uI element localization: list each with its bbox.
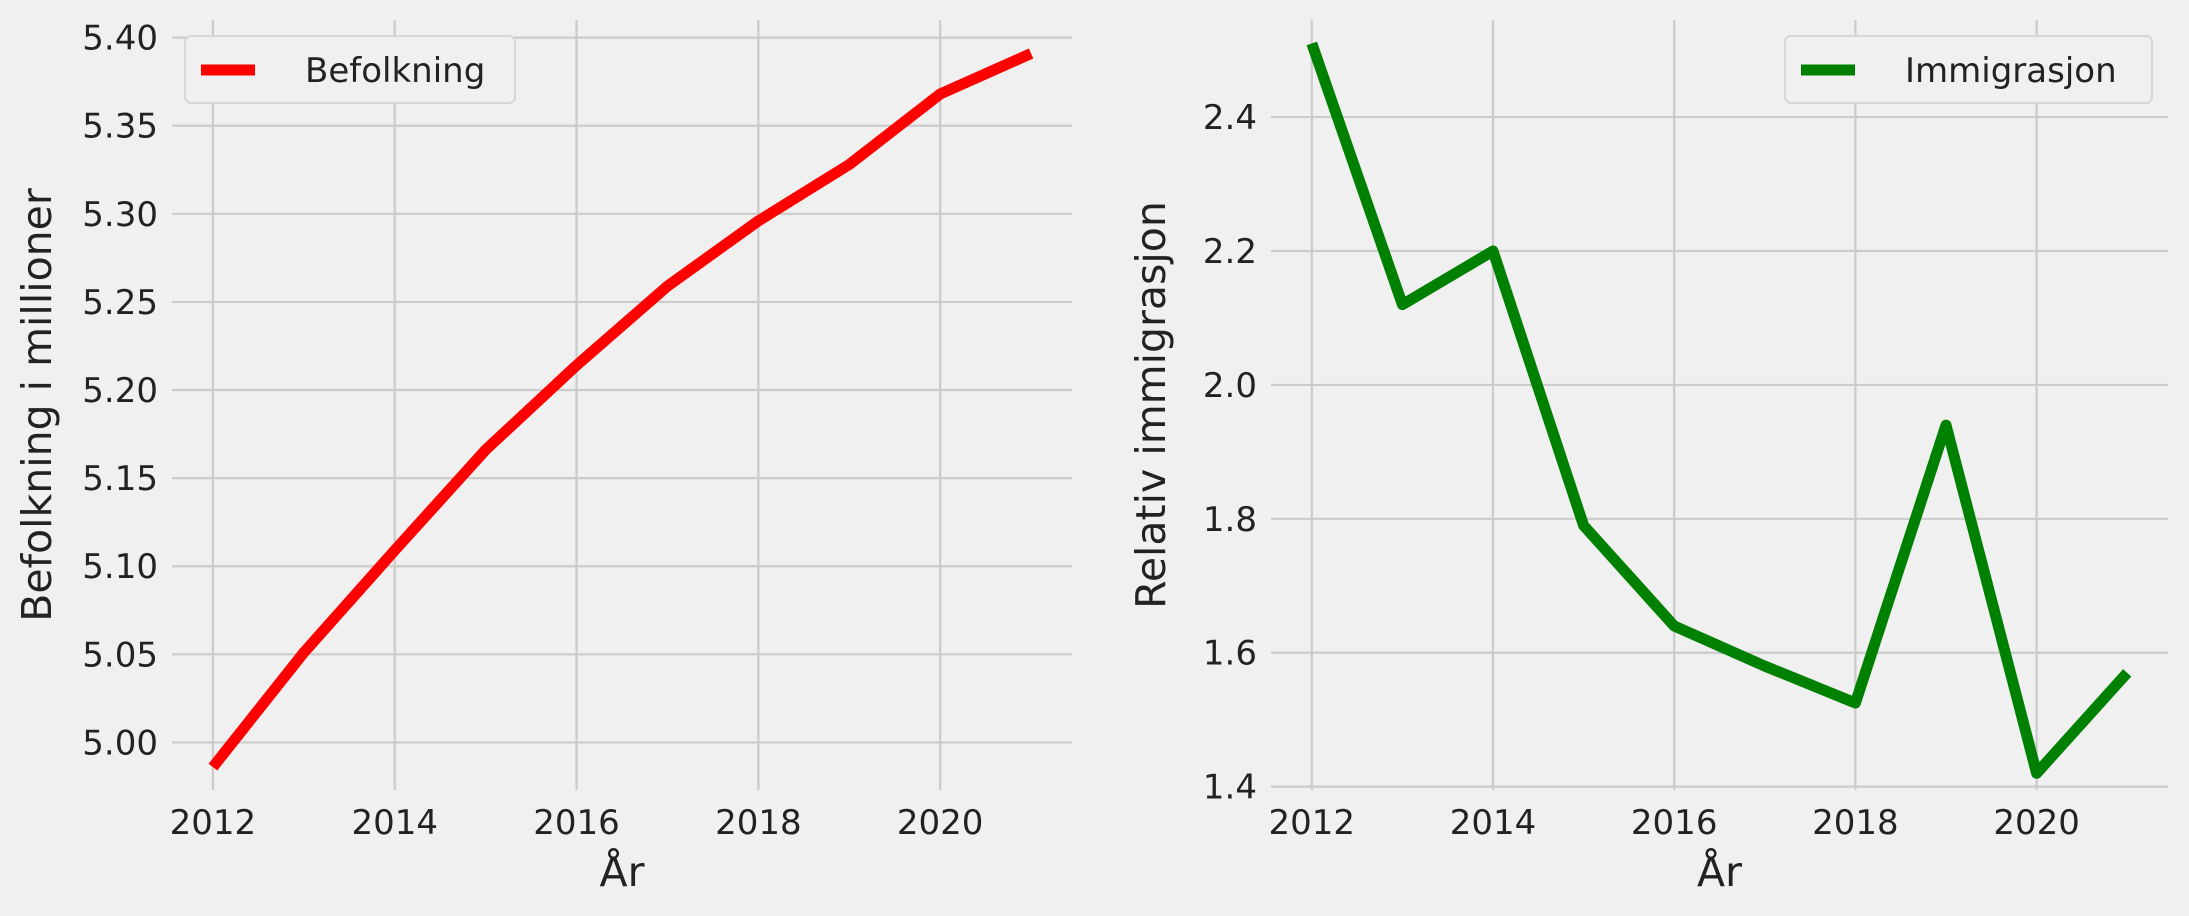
- x-axis-label: År: [600, 848, 645, 896]
- chart-immigration: 2012 2014 2016 2018 2020 1.4 1.6 1.8 2.0 2.2 2.4 År…: [1127, 20, 2168, 896]
- x-tick-label: 2018: [715, 803, 802, 843]
- legend-box: [184, 35, 516, 104]
- y-tick-label: 5.10: [82, 547, 158, 587]
- legend-label: Befolkning: [305, 51, 485, 91]
- x-axis-label: År: [1697, 848, 1742, 896]
- y-tick-label: 5.40: [82, 19, 158, 59]
- y-tick-label: 1.8: [1203, 500, 1257, 540]
- y-tick-label: 1.6: [1203, 634, 1257, 674]
- x-tick-label: 2012: [1269, 803, 1356, 843]
- y-tick-label: 5.05: [82, 635, 158, 675]
- y-tick-label: 5.15: [82, 459, 158, 499]
- y-tick-label: 2.4: [1203, 98, 1257, 138]
- x-tick-label: 2012: [170, 803, 257, 843]
- y-tick-label: 1.4: [1203, 768, 1257, 808]
- y-tick-label: 5.20: [82, 371, 158, 411]
- x-tick-label: 2014: [351, 803, 438, 843]
- legend: Immigrasjon: [1784, 35, 2153, 104]
- y-tick-label: 5.25: [82, 283, 158, 323]
- x-tick-label: 2018: [1812, 803, 1899, 843]
- y-tick-label: 5.00: [82, 723, 158, 763]
- y-axis-label: Relativ immigrasjon: [1127, 201, 1175, 609]
- y-axis-label: Befolkning i millioner: [13, 188, 61, 622]
- x-tick-label: 2020: [1993, 803, 2080, 843]
- legend: Befolkning: [184, 35, 516, 104]
- x-tick-label: 2020: [897, 803, 984, 843]
- x-tick-label: 2016: [1631, 803, 1718, 843]
- legend-box: [1784, 35, 2153, 104]
- x-tick-label: 2016: [533, 803, 620, 843]
- y-tick-label: 5.30: [82, 195, 158, 235]
- legend-label: Immigrasjon: [1905, 51, 2117, 91]
- chart-population: 2012 2014 2016 2018 2020 5.00 5.05 5.10 5.15 5.20…: [13, 19, 1072, 896]
- y-tick-label: 5.35: [82, 107, 158, 147]
- series-line-immigrasjon: [1306, 41, 2132, 779]
- x-tick-label: 2014: [1450, 803, 1537, 843]
- series-line-befolkning: [208, 48, 1034, 771]
- y-tick-label: 2.2: [1203, 232, 1257, 272]
- y-tick-label: 2.0: [1203, 366, 1257, 406]
